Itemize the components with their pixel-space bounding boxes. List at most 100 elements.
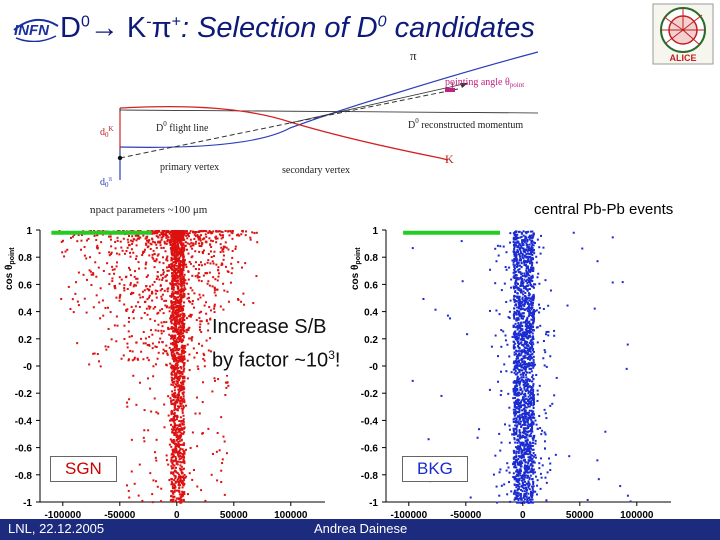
data-point [152, 375, 155, 378]
data-point [527, 481, 530, 484]
data-point [191, 289, 194, 292]
data-point [118, 296, 121, 299]
data-point [169, 247, 172, 250]
data-point [519, 472, 522, 475]
data-point [536, 341, 539, 344]
data-point [529, 312, 532, 315]
data-point [162, 330, 165, 333]
data-point [531, 468, 534, 471]
data-point [508, 355, 511, 358]
data-point [149, 305, 152, 308]
data-point [181, 280, 184, 283]
data-point [181, 398, 184, 401]
data-point [520, 302, 523, 305]
data-point [526, 474, 529, 477]
data-point [529, 282, 532, 285]
data-point [181, 273, 184, 276]
data-point [538, 415, 541, 418]
data-point [532, 232, 535, 235]
data-point [516, 375, 519, 378]
data-point [517, 240, 520, 243]
data-point [222, 435, 225, 438]
data-point [526, 383, 529, 386]
data-point [625, 367, 628, 370]
data-point [512, 238, 515, 241]
data-point [533, 416, 536, 419]
data-point [532, 293, 535, 296]
data-point [526, 250, 529, 253]
data-point [523, 334, 526, 337]
data-point [171, 334, 174, 337]
data-point [536, 479, 539, 482]
data-point [568, 455, 571, 458]
data-point [532, 384, 535, 387]
data-point [146, 313, 149, 316]
data-point [496, 244, 499, 247]
pion-track [119, 51, 539, 148]
data-point [518, 407, 521, 410]
data-point [228, 234, 231, 237]
data-point [530, 498, 533, 501]
data-point [542, 246, 545, 249]
data-point [173, 317, 176, 320]
data-point [108, 254, 111, 257]
data-point [176, 330, 179, 333]
data-point [526, 389, 529, 392]
data-point [500, 289, 503, 292]
data-point [189, 238, 192, 241]
slide-title: D0→ K-π+: Selection of D0 candidates [60, 12, 535, 44]
data-point [179, 336, 182, 339]
data-point [191, 244, 194, 247]
data-point [173, 389, 176, 392]
data-point [175, 489, 178, 492]
data-point [156, 275, 159, 278]
data-point [200, 320, 203, 323]
data-point [172, 498, 175, 501]
footer-author: Andrea Dainese [314, 521, 408, 536]
data-point [185, 265, 188, 268]
data-point [127, 320, 130, 323]
data-point [532, 404, 535, 407]
data-point [523, 409, 526, 412]
data-point [518, 429, 521, 432]
data-point [191, 247, 194, 250]
data-point [171, 282, 174, 285]
data-point [527, 400, 530, 403]
data-point [161, 341, 164, 344]
data-point [179, 365, 182, 368]
data-point [524, 321, 527, 324]
data-point [514, 424, 517, 427]
data-point [218, 449, 221, 452]
data-point [535, 255, 538, 258]
data-point [496, 355, 499, 358]
data-point [529, 455, 532, 458]
data-point [197, 235, 200, 238]
data-point [115, 252, 118, 255]
data-point [177, 244, 180, 247]
data-point [523, 384, 526, 387]
data-point [528, 401, 531, 404]
data-point [170, 326, 173, 329]
data-point [526, 497, 529, 500]
data-point [181, 453, 184, 456]
data-point [524, 395, 527, 398]
data-point [520, 281, 523, 284]
data-point [133, 482, 136, 485]
data-point [526, 316, 529, 319]
data-point [169, 282, 172, 285]
data-point [521, 396, 524, 399]
data-point [172, 265, 175, 268]
data-point [174, 364, 177, 367]
data-point [518, 501, 521, 504]
data-point [525, 344, 528, 347]
data-point [532, 455, 535, 458]
data-point [222, 247, 225, 250]
data-point [497, 380, 500, 383]
data-point [165, 459, 168, 462]
data-point [204, 272, 207, 275]
data-point [133, 358, 136, 361]
data-point [199, 323, 202, 326]
data-point [127, 358, 130, 361]
data-point [519, 313, 522, 316]
data-point [531, 478, 534, 481]
